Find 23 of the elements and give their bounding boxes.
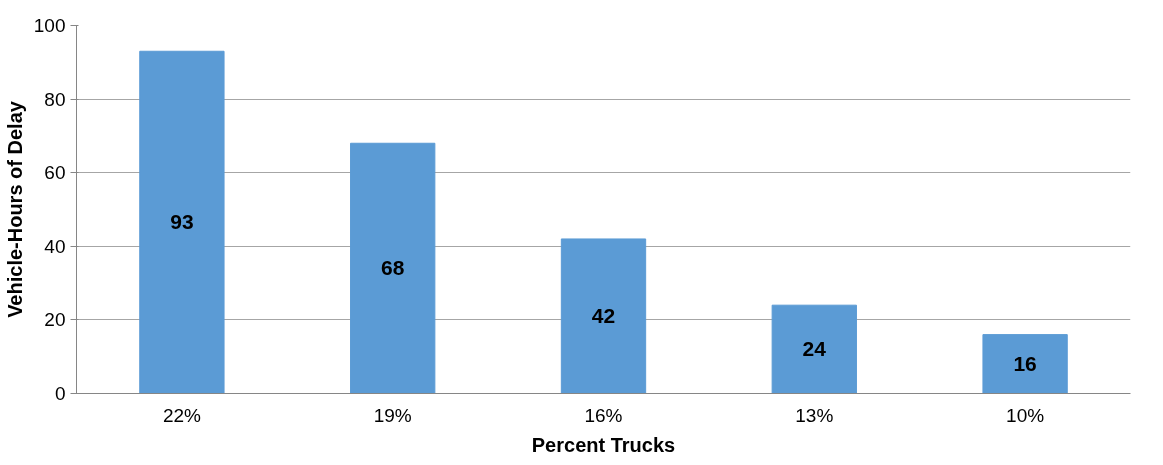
y-tick-label: 80 [44,88,66,110]
x-tick-label: 19% [373,404,412,426]
y-tick-label: 100 [33,15,66,36]
y-axis-title: Vehicle-Hours of Delay [3,100,26,318]
x-tick-label: 10% [1006,404,1045,426]
y-tick-label: 20 [44,309,66,331]
y-tick-label: 40 [44,235,66,257]
x-tick-label: 13% [795,404,834,426]
x-tick-label: 22% [162,404,202,426]
data-label: 68 [381,256,405,280]
data-label: 93 [170,210,194,234]
x-axis-title: Percent Trucks [531,433,676,456]
data-label: 42 [591,304,616,328]
bar [560,238,647,394]
x-tick-label: 16% [584,404,623,426]
bar [139,50,225,394]
bar [771,304,857,394]
bar [982,334,1068,394]
data-label: 24 [802,337,827,361]
bar [350,142,436,394]
y-tick-label: 60 [44,162,66,184]
y-tick-label: 0 [54,383,66,404]
data-label: 16 [1013,352,1037,376]
